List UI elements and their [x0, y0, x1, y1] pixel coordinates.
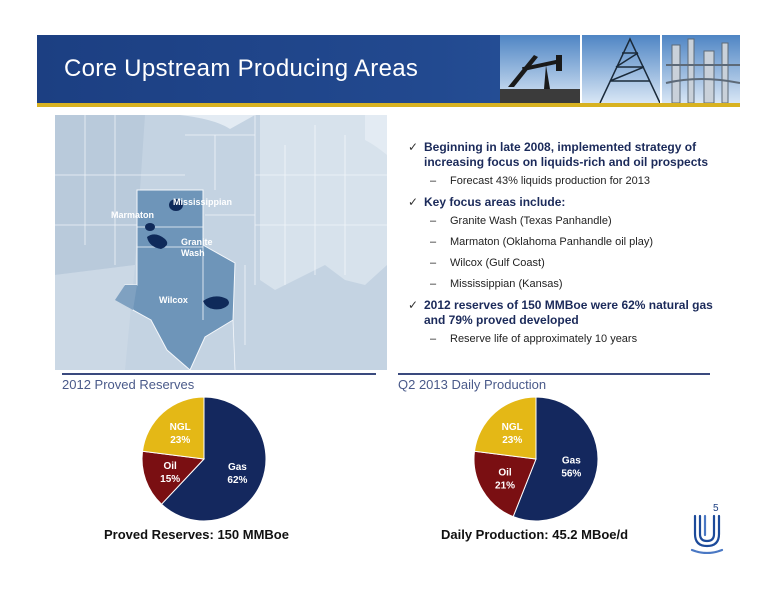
- chart-rule-production: [398, 373, 710, 375]
- marmaton-play: [145, 223, 155, 231]
- pie-value-ngl: 23%: [170, 435, 190, 446]
- map-label-mississippian: Mississippian: [173, 197, 233, 207]
- page-number: 5: [713, 503, 719, 514]
- sub-bullet-text: Forecast 43% liquids production for 2013: [450, 175, 650, 187]
- pie-value-ngl: 23%: [502, 435, 522, 446]
- pie-value-gas: 62%: [227, 475, 247, 486]
- us-map-graphic: [55, 115, 387, 370]
- bullet-text: Key focus areas include:: [424, 195, 566, 209]
- header-accent-rule: [37, 103, 740, 107]
- map-label-granite-line-1: Granite: [181, 237, 213, 247]
- pie-slice-oil: [473, 450, 537, 518]
- pie-value-oil: 15%: [160, 474, 180, 485]
- caption-production: Daily Production: 45.2 MBoe/d: [441, 527, 629, 542]
- sub-bullet: – Mississippian (Kansas): [406, 277, 736, 291]
- check-icon: ✓: [408, 195, 419, 209]
- play-area-shapes: [145, 199, 229, 310]
- dash-icon: –: [430, 278, 437, 290]
- pie-label-ngl: NGL: [502, 422, 523, 433]
- dash-icon: –: [430, 236, 437, 248]
- dash-icon: –: [430, 333, 437, 345]
- map-label-wilcox: Wilcox: [159, 295, 188, 305]
- sub-bullet: – Forecast 43% liquids production for 201…: [406, 174, 736, 188]
- pie-slice-ngl: [141, 396, 205, 460]
- sub-bullet: – Wilcox (Gulf Coast): [406, 256, 736, 270]
- bullet-strategy: ✓ Beginning in late 2008, implemented str…: [406, 140, 736, 170]
- bullet-reserves: ✓ 2012 reserves of 150 MMBoe were 62% nat…: [406, 298, 736, 328]
- sub-bullet-text: Granite Wash (Texas Panhandle): [450, 215, 612, 227]
- bullet-focus-areas: ✓ Key focus areas include:: [406, 195, 736, 210]
- chart-rule-reserves: [62, 373, 376, 375]
- chart-title-production: Q2 2013 Daily Production: [398, 377, 547, 392]
- sub-bullet-text: Reserve life of approximately 10 years: [450, 333, 638, 345]
- pie-value-gas: 56%: [561, 469, 581, 480]
- pie-value-oil: 21%: [495, 480, 515, 491]
- slide-header: Core Upstream Producing Areas: [37, 35, 740, 103]
- sub-bullet-text: Mississippian (Kansas): [450, 278, 563, 290]
- bullet-text: 2012 reserves of 150 MMBoe were 62% natu…: [424, 298, 713, 327]
- sub-bullet-text: Wilcox (Gulf Coast): [450, 257, 545, 269]
- pie-label-oil: Oil: [163, 461, 177, 472]
- map-label-marmaton: Marmaton: [111, 210, 155, 220]
- pie-chart-production: Gas 56% Oil 21% NGL 23%: [473, 396, 599, 522]
- dash-icon: –: [430, 257, 437, 269]
- bullet-list: ✓ Beginning in late 2008, implemented str…: [406, 140, 736, 353]
- us-map: Mississippian Marmaton Granite Wash Wilc…: [55, 115, 387, 370]
- pie-chart-reserves: Gas 62% Oil 15% NGL 23%: [141, 396, 267, 522]
- pie-slice-oil: [141, 450, 206, 505]
- pie-label-ngl: NGL: [170, 422, 191, 433]
- pie-label-oil: Oil: [498, 467, 512, 478]
- sub-bullet: – Reserve life of approximately 10 years: [406, 332, 736, 346]
- bullet-text: Beginning in late 2008, implemented stra…: [424, 140, 709, 169]
- check-icon: ✓: [408, 298, 419, 312]
- check-icon: ✓: [408, 140, 419, 154]
- pie-slice-ngl: [473, 396, 537, 460]
- sub-bullet: – Marmaton (Oklahoma Panhandle oil play): [406, 235, 736, 249]
- dash-icon: –: [430, 175, 437, 187]
- pie-label-gas: Gas: [562, 456, 581, 467]
- mississippian-play: [169, 199, 183, 211]
- wilcox-play: [203, 296, 229, 310]
- caption-reserves: Proved Reserves: 150 MMBoe: [104, 527, 289, 542]
- pie-label-gas: Gas: [228, 462, 247, 473]
- company-logo: [690, 514, 724, 554]
- slide-title: Core Upstream Producing Areas: [64, 55, 419, 82]
- granite-wash-play: [147, 234, 168, 249]
- chart-title-reserves: 2012 Proved Reserves: [62, 377, 195, 392]
- pie-slice-gas: [512, 396, 599, 522]
- dash-icon: –: [430, 215, 437, 227]
- sub-bullet: – Granite Wash (Texas Panhandle): [406, 214, 736, 228]
- map-label-granite-line-2: Wash: [181, 248, 205, 258]
- sub-bullet-text: Marmaton (Oklahoma Panhandle oil play): [450, 236, 653, 248]
- map-label-granite-wash: Granite Wash: [181, 237, 213, 259]
- oilfield-photo-strip: [500, 35, 740, 103]
- pie-slice-gas: [160, 396, 267, 522]
